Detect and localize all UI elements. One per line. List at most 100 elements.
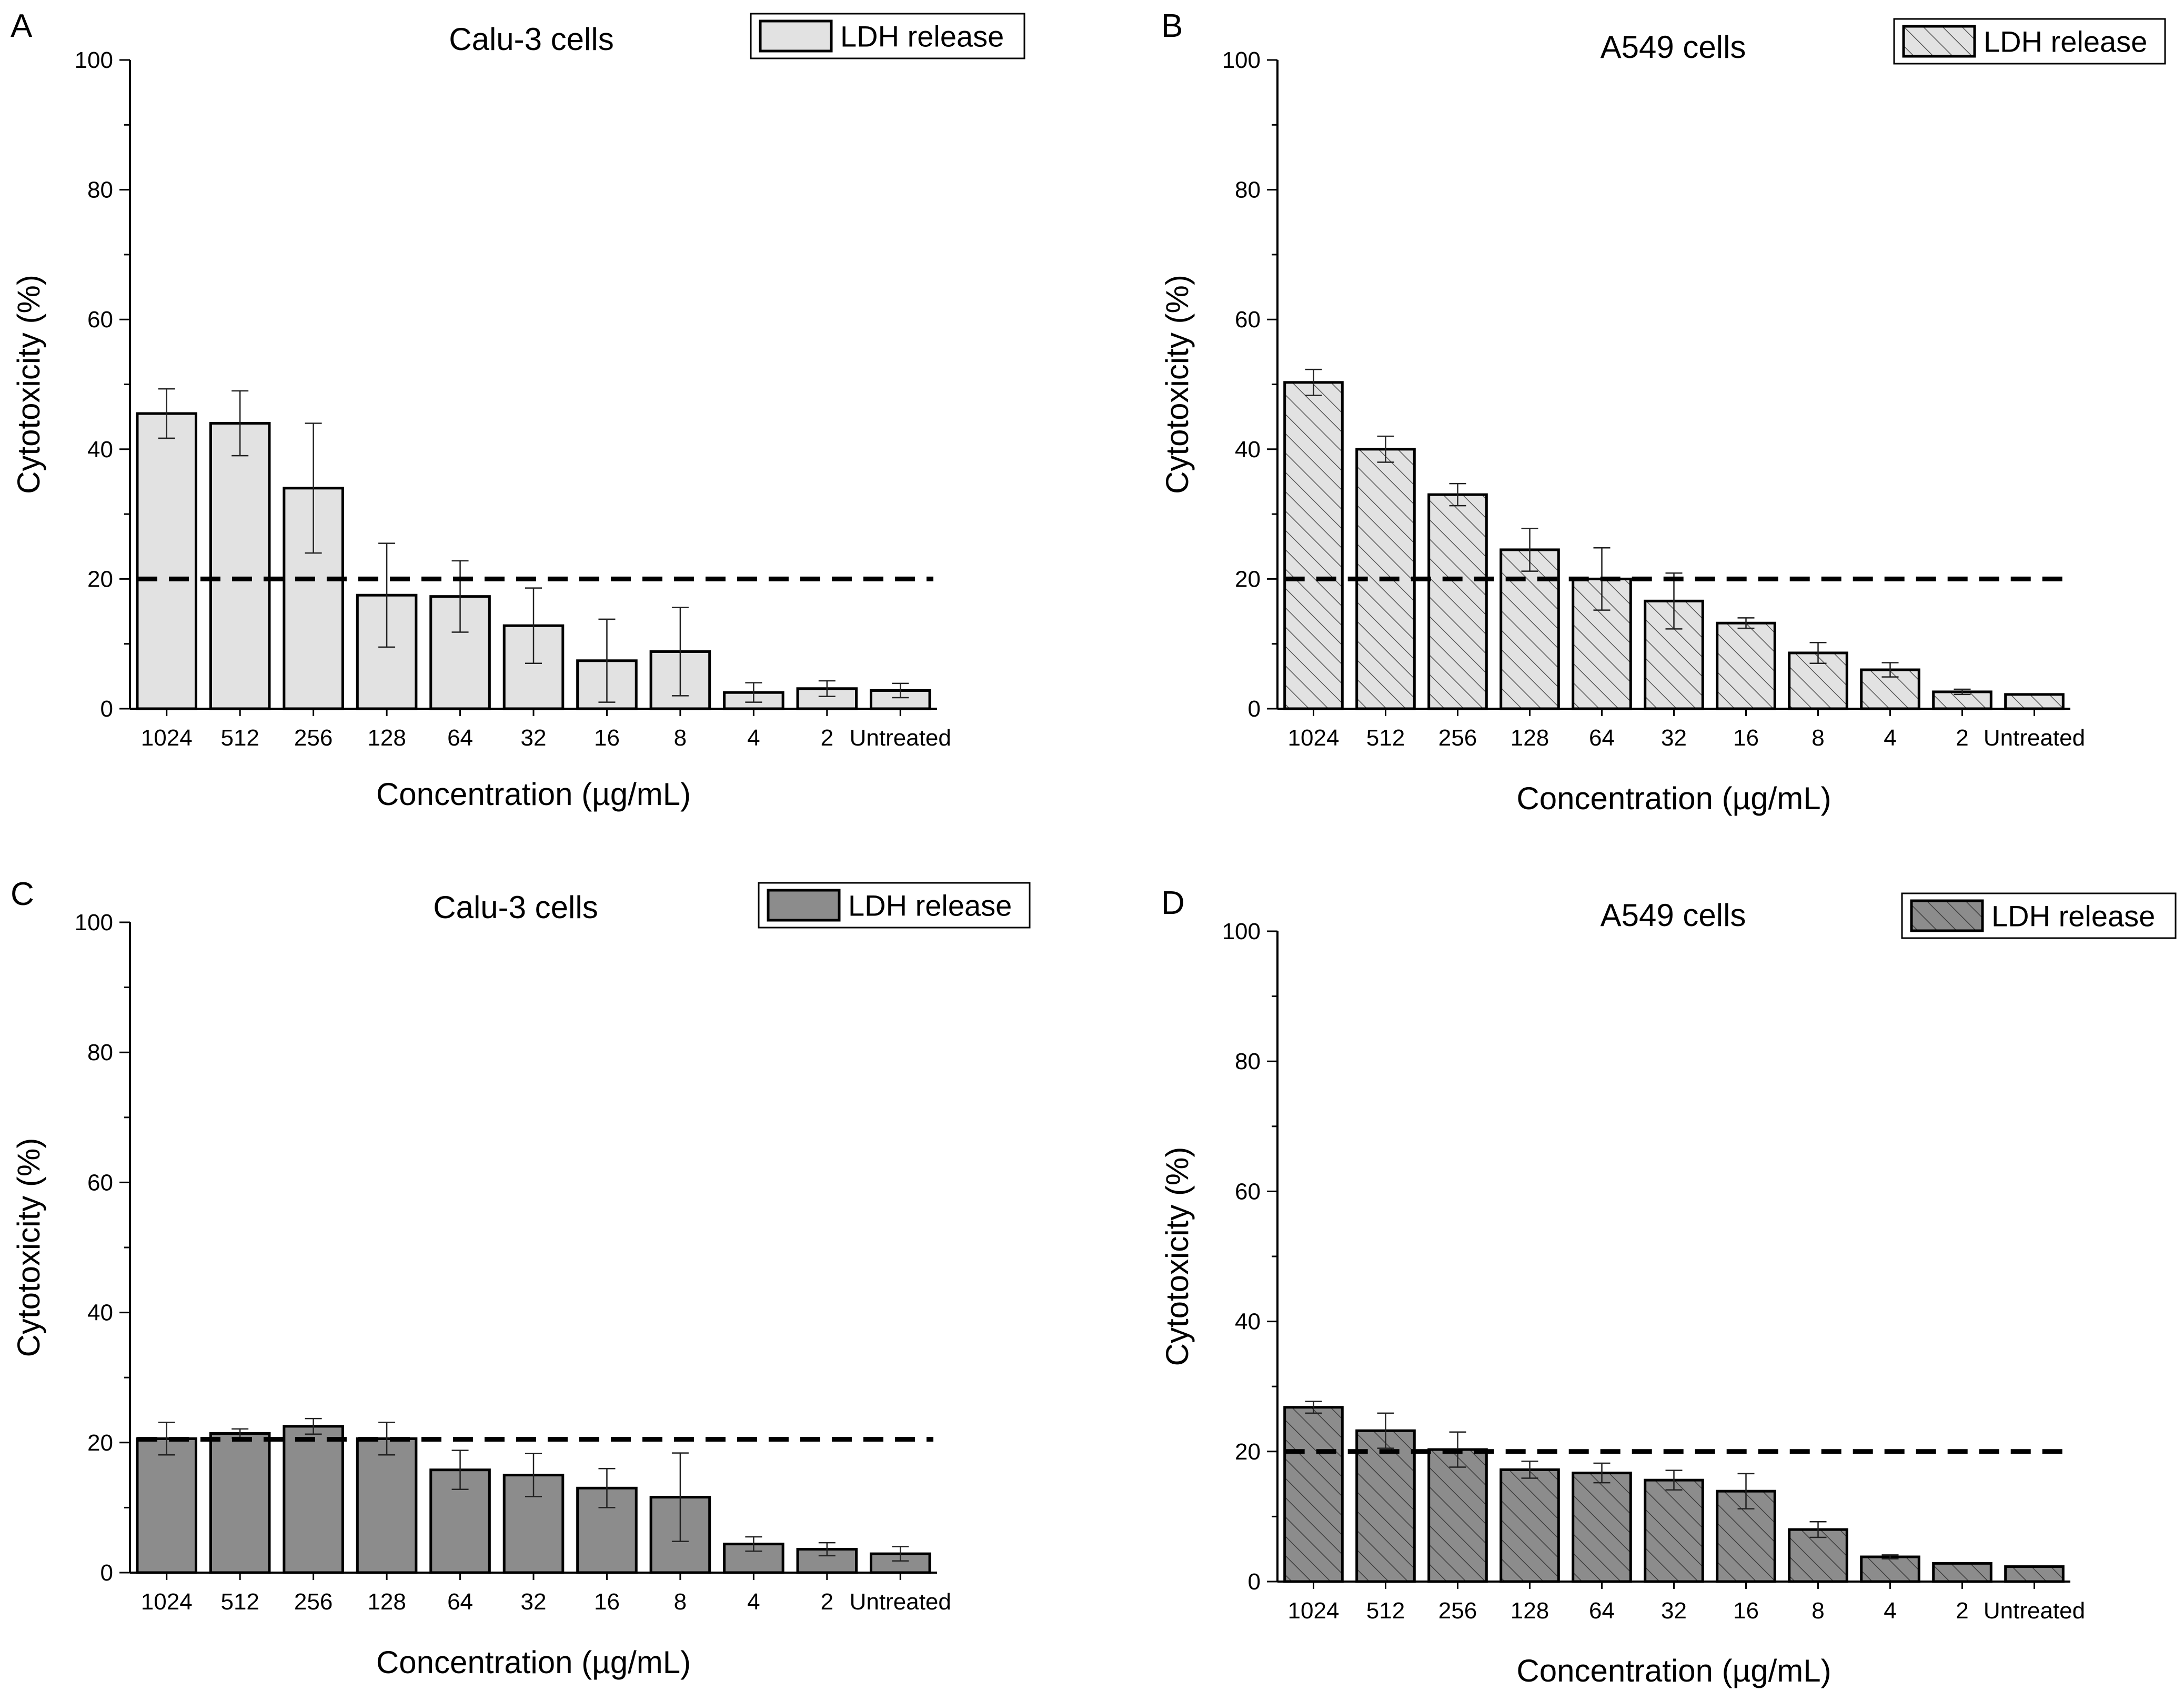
bar: [502, 624, 565, 710]
chart-title: Calu-3 cells: [449, 22, 613, 57]
error-bar: [1881, 662, 1899, 678]
y-tick-label: 0: [1248, 696, 1261, 722]
x-tick-label: 32: [1661, 1598, 1687, 1624]
bar: [136, 1437, 198, 1574]
y-tick-label: 0: [100, 696, 113, 722]
y-tick-label: 100: [1222, 919, 1261, 944]
x-tick-label: 2: [821, 725, 833, 751]
error-bar: [1521, 1461, 1538, 1479]
error-bar: [1665, 1469, 1683, 1491]
x-tick-label: 4: [1884, 1598, 1896, 1624]
legend: LDH release: [750, 13, 1025, 59]
x-tick-label: 32: [521, 1589, 547, 1615]
x-tick-label: 16: [594, 725, 620, 751]
x-tick-label: 4: [747, 1589, 760, 1615]
panel-letter: A: [11, 8, 33, 44]
y-tick-label: 100: [75, 910, 113, 935]
panel-a: A Calu-3 cells LDH release 1024 512 256 128 64 3…: [11, 8, 1025, 812]
y-tick-label: 80: [1235, 177, 1261, 203]
error-bar: [745, 682, 762, 703]
x-tick-label: 16: [594, 1589, 620, 1615]
y-tick-label: 80: [1235, 1049, 1261, 1074]
legend-label: LDH release: [840, 20, 1004, 53]
x-tick-label: 4: [747, 725, 760, 751]
x-tick-label: 512: [1366, 1598, 1405, 1624]
legend-swatch: [1902, 25, 1976, 58]
y-axis-title: Cytotoxicity (%): [1160, 1147, 1195, 1366]
chart-title: A549 cells: [1601, 898, 1746, 933]
error-bar: [1305, 368, 1322, 396]
error-bar: [745, 1536, 762, 1552]
y-tick-label: 60: [87, 1170, 113, 1195]
x-tick-label: Untreated: [1984, 725, 2085, 751]
x-tick-label: 1024: [1288, 1598, 1340, 1624]
legend-swatch: [759, 19, 833, 53]
x-tick-label: 64: [1589, 1598, 1615, 1624]
y-axis-title: Cytotoxicity (%): [1160, 275, 1195, 494]
error-bar: [1737, 617, 1755, 629]
x-tick-label: 64: [447, 725, 473, 751]
x-tick-label: 2: [1956, 1598, 1968, 1624]
y-tick-label: 80: [87, 177, 113, 203]
x-tick-label: 8: [1811, 1598, 1824, 1624]
x-tick-label: 512: [220, 725, 259, 751]
bar: [283, 1425, 344, 1574]
x-tick-label: Untreated: [850, 725, 951, 751]
bar: [1716, 621, 1776, 710]
error-bar: [1377, 1412, 1394, 1449]
x-tick-label: 128: [1511, 725, 1549, 751]
x-tick-label: 128: [367, 1589, 406, 1615]
x-tick-label: 8: [674, 1589, 687, 1615]
x-tick-label: 16: [1733, 725, 1759, 751]
error-bar: [1593, 1462, 1611, 1484]
error-bar: [1809, 641, 1827, 664]
x-tick-label: 8: [674, 725, 687, 751]
bar: [1572, 577, 1632, 710]
error-bar: [1377, 435, 1394, 463]
legend: LDH release: [1893, 18, 2166, 65]
y-axis-title: Cytotoxicity (%): [11, 1138, 46, 1357]
x-tick-label: 512: [220, 1589, 259, 1615]
error-bar: [671, 1452, 689, 1542]
y-tick-label: 80: [87, 1040, 113, 1065]
error-bar: [1449, 482, 1466, 507]
x-axis-title: Concentration (µg/mL): [1516, 1653, 1831, 1688]
error-bar: [1881, 1554, 1899, 1559]
error-bar: [598, 618, 616, 703]
x-tick-label: 256: [294, 725, 333, 751]
y-tick-label: 100: [1222, 47, 1261, 73]
error-bar: [232, 390, 249, 457]
bar: [136, 412, 198, 710]
bar: [209, 1432, 271, 1574]
y-tick-label: 40: [87, 437, 113, 462]
x-tick-label: 4: [1884, 725, 1896, 751]
error-bar: [1954, 688, 1971, 696]
x-tick-label: 2: [1956, 725, 1968, 751]
error-bar: [158, 388, 175, 439]
y-axis-title: Cytotoxicity (%): [11, 275, 46, 494]
y-tick-label: 20: [87, 566, 113, 592]
error-bar: [305, 1417, 322, 1435]
y-tick-label: 20: [1235, 566, 1261, 592]
error-bar: [525, 1453, 542, 1497]
x-tick-label: 256: [294, 1589, 333, 1615]
error-bar: [671, 607, 689, 697]
panel-d: D A549 cells LDH release 1024 512 256 128 64 32 1…: [1160, 885, 2177, 1688]
x-tick-label: 16: [1733, 1598, 1759, 1624]
x-axis-title: Concentration (µg/mL): [1516, 781, 1831, 816]
bar: [1788, 1528, 1848, 1583]
panel-c: C Calu-3 cells LDH release 1024 512 256 128 64 3…: [11, 876, 1031, 1680]
error-bar: [451, 1450, 469, 1491]
bar: [356, 1437, 418, 1574]
bar: [723, 1543, 784, 1574]
error-bar: [818, 680, 836, 697]
bar: [2004, 1565, 2065, 1583]
y-tick-label: 100: [75, 47, 113, 73]
panel-letter: C: [11, 876, 34, 912]
bar: [1644, 1478, 1704, 1583]
error-bar: [818, 1542, 836, 1557]
error-bar: [378, 1422, 396, 1456]
x-tick-label: 8: [1811, 725, 1824, 751]
bar: [1427, 1448, 1488, 1583]
